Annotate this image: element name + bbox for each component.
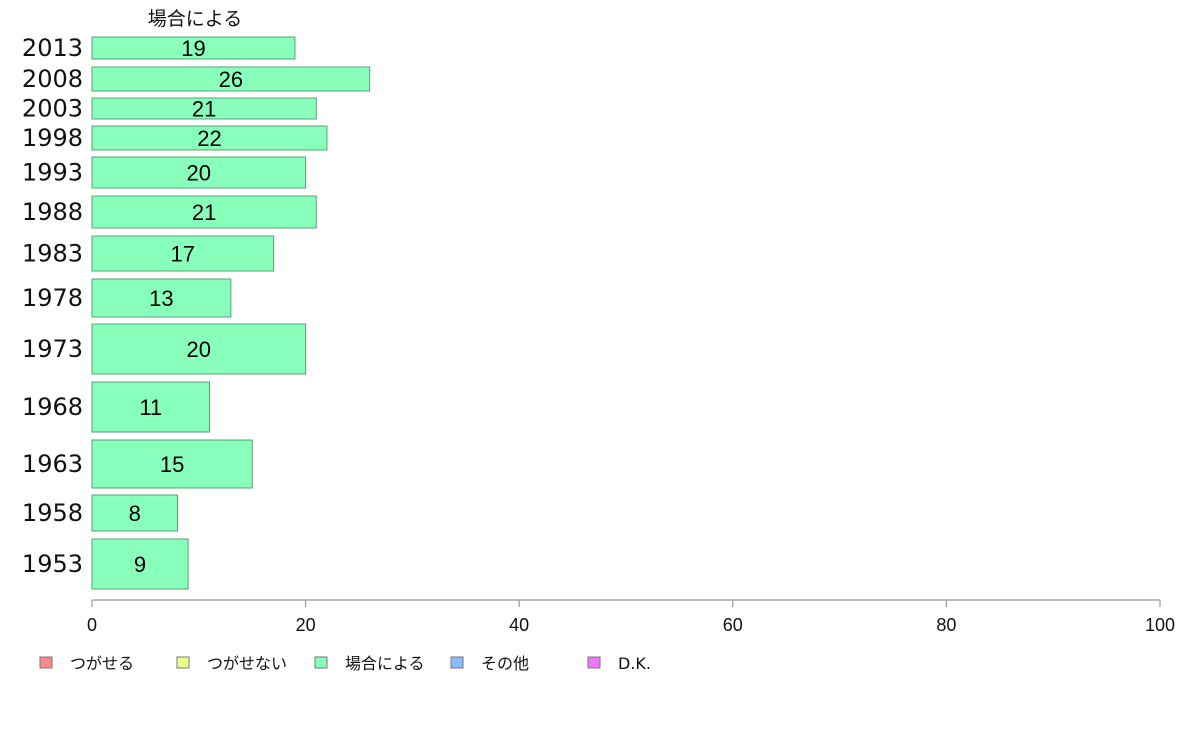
x-tick-label: 80 <box>936 615 956 635</box>
bar-value-label: 13 <box>149 286 173 311</box>
bar <box>91 125 328 151</box>
bar-value-label: 20 <box>187 161 211 186</box>
category-label: 1958 <box>22 499 83 527</box>
category-label: 1978 <box>22 284 83 312</box>
category-label: 1993 <box>22 159 83 187</box>
bar-value-label: 22 <box>197 126 221 151</box>
category-label: 2013 <box>22 34 83 62</box>
x-tick-label: 60 <box>723 615 743 635</box>
bar-value-label: 15 <box>160 452 184 477</box>
legend-swatch <box>176 656 190 669</box>
bar <box>91 195 317 229</box>
legend-swatch <box>314 656 328 669</box>
bar-value-label: 11 <box>139 395 162 420</box>
category-label: 2003 <box>22 95 83 123</box>
x-tick-label: 20 <box>296 615 316 635</box>
category-label: 1973 <box>22 335 83 363</box>
bar <box>91 323 307 375</box>
bar-value-label: 21 <box>192 97 216 122</box>
legend-label: D.K. <box>618 654 651 673</box>
bar <box>91 439 253 489</box>
category-label: 1968 <box>22 393 83 421</box>
legend-label: つがせない <box>207 654 287 673</box>
legend-label: つがせる <box>70 654 134 673</box>
bar <box>91 494 178 532</box>
bar-value-label: 26 <box>219 67 243 92</box>
bar <box>91 66 371 92</box>
legend-swatch <box>587 656 601 669</box>
x-axis: 0 20 40 60 80 100 <box>87 599 1175 635</box>
bar-value-label: 19 <box>181 36 205 61</box>
category-label: 1983 <box>22 240 83 268</box>
category-label: 1953 <box>22 550 83 578</box>
legend-swatch <box>39 656 53 669</box>
series-title: 場合による <box>148 8 242 30</box>
legend-label: 場合による <box>345 654 425 673</box>
category-label: 1963 <box>22 450 83 478</box>
legend-label: その他 <box>481 654 529 673</box>
bar-value-label: 20 <box>187 337 211 362</box>
bar <box>91 381 210 433</box>
bar <box>91 278 232 318</box>
category-label: 1998 <box>22 124 83 152</box>
bar-value-label: 8 <box>129 501 141 526</box>
bar <box>91 156 307 189</box>
bar-value-label: 17 <box>171 242 195 267</box>
category-label: 2008 <box>22 65 83 93</box>
category-label: 1988 <box>22 198 83 226</box>
bar <box>91 36 296 60</box>
bar <box>91 97 317 120</box>
bar <box>91 235 275 272</box>
x-tick-label: 100 <box>1145 615 1175 635</box>
x-tick-label: 40 <box>509 615 529 635</box>
legend-swatch <box>450 656 464 669</box>
bar-value-label: 9 <box>134 552 146 577</box>
x-tick-label: 0 <box>87 615 97 635</box>
bar <box>91 538 189 590</box>
bar-value-label: 21 <box>192 200 216 225</box>
legend: つがせる つがせない 場合による その他 D.K. <box>39 654 651 673</box>
